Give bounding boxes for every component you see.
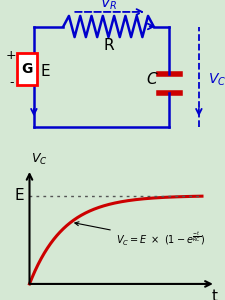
Text: +: +	[6, 49, 17, 62]
Text: -: -	[9, 76, 14, 89]
Text: E: E	[40, 64, 50, 79]
Text: C: C	[145, 72, 156, 87]
Text: $V_R$: $V_R$	[99, 0, 117, 12]
Bar	[17, 53, 37, 85]
Text: E: E	[15, 188, 24, 203]
Text: R: R	[103, 38, 113, 52]
Text: $V_C$: $V_C$	[207, 71, 225, 88]
Text: $V_C = E\ \times\ (1 - e^{\frac{-t}{RC}})$: $V_C = E\ \times\ (1 - e^{\frac{-t}{RC}}…	[74, 222, 204, 248]
Text: $V_C$: $V_C$	[31, 152, 48, 167]
Text: t: t	[211, 289, 217, 300]
Text: G: G	[21, 62, 33, 76]
